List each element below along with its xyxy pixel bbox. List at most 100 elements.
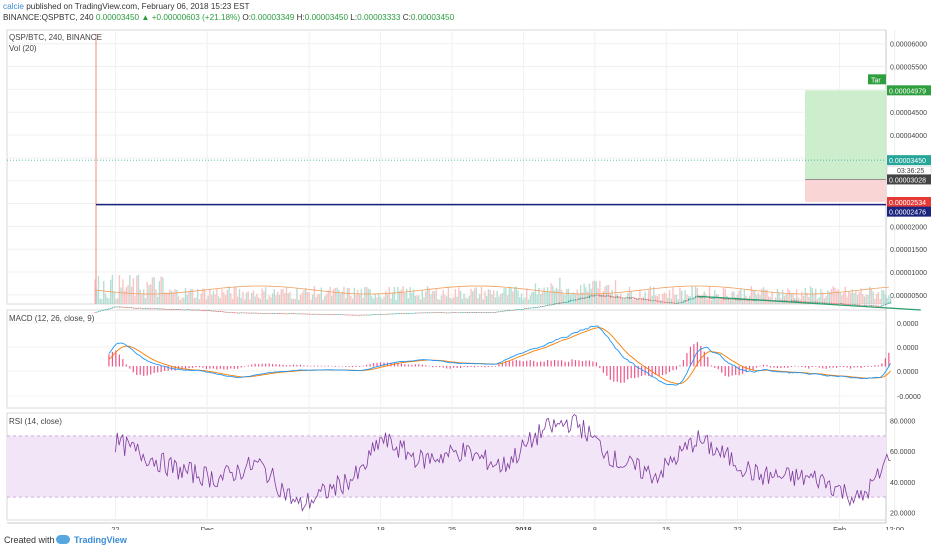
volume-bar [884,294,887,304]
macd-histogram-bar [414,364,416,367]
macd-histogram-bar [289,365,291,367]
macd-histogram-bar [400,363,403,367]
macd-histogram-bar [665,366,667,375]
volume-bar [863,296,866,304]
candle-body [562,302,565,304]
candle-body [649,300,652,301]
volume-bar [318,294,321,304]
macd-histogram-bar [205,366,208,369]
volume-bar [308,292,310,304]
macd-histogram-bar [877,365,880,367]
macd-histogram-bar [581,361,584,367]
macd-histogram-bar [473,366,476,368]
time-tick-label: Feb [833,525,846,530]
macd-histogram-bar [648,366,650,376]
volume-bar [273,289,276,304]
macd-histogram-bar [752,366,754,371]
volume-bar [163,292,166,304]
last-price: 0.00003450 [95,13,140,22]
candle-body [327,314,329,315]
macd-histogram-bar [842,366,845,368]
macd-histogram-bar [334,366,336,367]
time-tick-label: 11 [305,525,313,530]
tradingview-brand-link[interactable]: TradingView [74,535,127,545]
rsi-pane-title: RSI (14, close) [9,417,62,426]
volume-bar [176,289,178,304]
candle-body [296,313,298,315]
macd-histogram-bar [574,360,577,367]
candle-body [421,312,423,314]
volume-bar [809,286,812,304]
volume-bar [498,296,500,304]
macd-histogram-bar [164,366,166,372]
volume-bar [557,289,559,304]
macd-histogram-bar [352,366,354,368]
candle-body [203,310,206,311]
macd-histogram-bar [268,363,270,367]
candle-body [365,314,368,316]
macd-histogram-bar [505,360,507,367]
candle-body [557,303,559,304]
candle-body [477,312,479,313]
volume-bar [294,298,296,304]
rsi-tick-label: 60.0000 [890,449,915,456]
volume-bar [379,296,382,304]
time-tick-label: 22 [733,525,741,530]
candle-body [379,314,382,315]
candle-body [627,297,629,299]
macd-histogram-bar [512,360,514,367]
candle-body [640,298,643,300]
macd-histogram-bar [620,366,622,384]
volume-bar [392,292,394,304]
volume-bar [865,294,867,304]
macd-histogram-bar [285,365,288,367]
macd-histogram-bar [271,364,274,367]
volume-bar [284,293,286,304]
candle-body [533,307,535,309]
chart-canvas[interactable]: 22Dec111825201881522Feb12:00120.00006000… [0,26,932,530]
volume-bar [785,294,787,304]
candle-body [263,313,265,314]
candle-body [606,295,608,297]
volume-bar [311,294,314,304]
volume-bar [231,298,234,304]
candle-body [644,299,646,300]
candle-body [177,309,180,310]
candle-body [136,308,138,309]
candle-body [658,301,660,303]
volume-bar [787,288,789,304]
volume-bar [353,287,356,304]
volume-bar [867,294,869,304]
volume-bar [143,289,145,304]
candle-body [546,305,549,306]
volume-bar [503,287,505,304]
candle-body [630,297,632,299]
volume-bar [291,298,293,304]
candle-body [129,307,131,308]
volume-bar [367,288,370,304]
publish-line: calcie published on TradingView.com, Feb… [3,2,250,12]
macd-histogram-bar [578,360,580,367]
macd-histogram-bar [567,361,570,367]
volume-bar [679,287,681,304]
volume-bar [425,291,427,304]
author-link[interactable]: calcie [3,2,24,11]
candle-body [156,308,159,310]
candle-body [393,313,396,315]
candle-body [433,312,436,314]
volume-bar [686,294,688,304]
macd-histogram-bar [860,366,862,369]
candle-body [677,302,679,304]
volume-bar [625,297,627,304]
macd-histogram-bar [153,366,155,373]
candle-body [301,313,303,315]
macd-histogram-bar [519,360,521,367]
volume-bar [562,294,565,304]
candle-body [358,314,361,316]
candle-body [388,313,390,315]
volume-bar [860,288,862,304]
macd-histogram-bar [453,366,455,368]
volume-bar [162,277,164,304]
candle-body [191,309,194,311]
candle-body [160,308,162,310]
